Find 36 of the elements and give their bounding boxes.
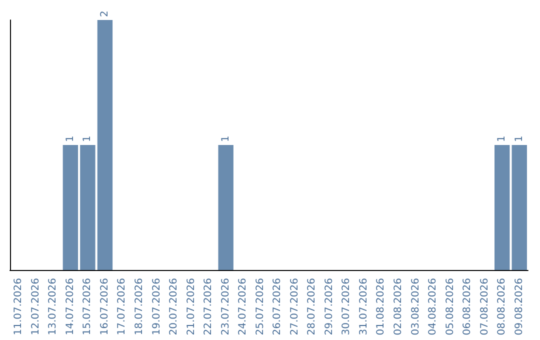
x-tick-label: 23.07.2026 [220, 278, 232, 336]
x-tick-label: 21.07.2026 [186, 278, 197, 336]
data-label: 1 [514, 136, 525, 142]
data-label: 1 [64, 136, 76, 142]
x-tick-label: 31.07.2026 [358, 278, 370, 336]
x-tick-label: 25.07.2026 [254, 278, 266, 336]
data-label: 2 [99, 10, 110, 17]
x-tick-label: 09.08.2026 [514, 278, 525, 336]
x-tick-label: 15.07.2026 [82, 278, 94, 336]
x-tick-label: 13.07.2026 [48, 278, 59, 336]
x-tick-label: 16.07.2026 [99, 278, 110, 336]
x-tick-label: 17.07.2026 [116, 278, 128, 336]
x-tick-label: 14.07.2026 [64, 278, 76, 336]
x-tick-label: 26.07.2026 [272, 278, 284, 336]
data-label: 1 [496, 136, 508, 142]
x-tick-label: 22.07.2026 [203, 278, 214, 336]
x-tick-label: 03.08.2026 [410, 278, 422, 336]
x-tick-label: 12.07.2026 [30, 278, 42, 336]
x-tick-label: 04.08.2026 [428, 278, 439, 336]
x-tick-label: 30.07.2026 [341, 278, 352, 336]
x-tick-label: 07.08.2026 [479, 278, 490, 336]
x-tick-label: 01.08.2026 [376, 278, 387, 336]
x-tick-label: 11.07.2026 [13, 278, 24, 336]
x-tick-label: 27.07.2026 [289, 278, 300, 336]
x-tick-label: 08.08.2026 [496, 278, 508, 336]
x-tick-label: 05.08.2026 [444, 278, 456, 336]
x-tick-label: 18.07.2026 [134, 278, 145, 336]
x-tick-label: 28.07.2026 [306, 278, 318, 336]
data-label: 1 [82, 136, 94, 142]
data-label: 1 [220, 136, 232, 142]
x-tick-label: 29.07.2026 [324, 278, 335, 336]
x-tick-label: 20.07.2026 [168, 278, 180, 336]
x-tick-label: 06.08.2026 [462, 278, 474, 336]
x-tick-label: 02.08.2026 [393, 278, 404, 336]
x-tick-label: 24.07.2026 [238, 278, 249, 336]
x-tick-label: 19.07.2026 [151, 278, 162, 336]
